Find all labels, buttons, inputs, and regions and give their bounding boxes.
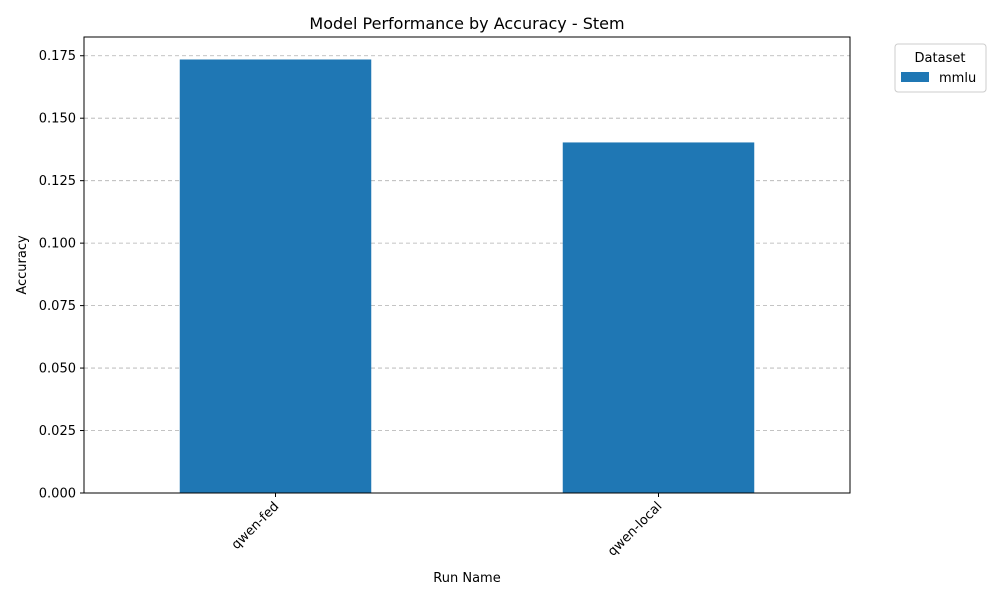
- y-tick-label: 0.125: [39, 174, 76, 189]
- y-axis-ticks: 0.000 0.025 0.050 0.075 0.100 0.125 0.150 0.175: [39, 49, 84, 502]
- x-tick-label: qwen-fed: [229, 499, 282, 552]
- legend-title: Dataset: [915, 51, 966, 66]
- legend: Dataset mmlu: [894, 43, 987, 93]
- bar-qwen-fed: [179, 59, 372, 493]
- y-tick-label: 0.025: [39, 424, 76, 439]
- x-axis-ticks: qwen-fed qwen-local: [229, 493, 665, 559]
- y-tick-label: 0.100: [39, 237, 76, 252]
- x-tick-label: qwen-local: [605, 499, 665, 559]
- chart-title: Model Performance by Accuracy - Stem: [309, 14, 624, 33]
- legend-swatch-mmlu: [901, 72, 929, 82]
- x-axis-label: Run Name: [433, 571, 500, 586]
- y-tick-label: 0.075: [39, 299, 76, 314]
- y-axis-label: Accuracy: [15, 235, 30, 295]
- y-tick-label: 0.000: [39, 487, 76, 502]
- plot-frame: [83, 36, 851, 494]
- legend-label-mmlu: mmlu: [939, 71, 976, 86]
- bar-qwen-local: [562, 142, 755, 493]
- y-tick-label: 0.150: [39, 112, 76, 127]
- y-tick-label: 0.175: [39, 49, 76, 64]
- bars: [179, 59, 755, 493]
- y-tick-label: 0.050: [39, 362, 76, 377]
